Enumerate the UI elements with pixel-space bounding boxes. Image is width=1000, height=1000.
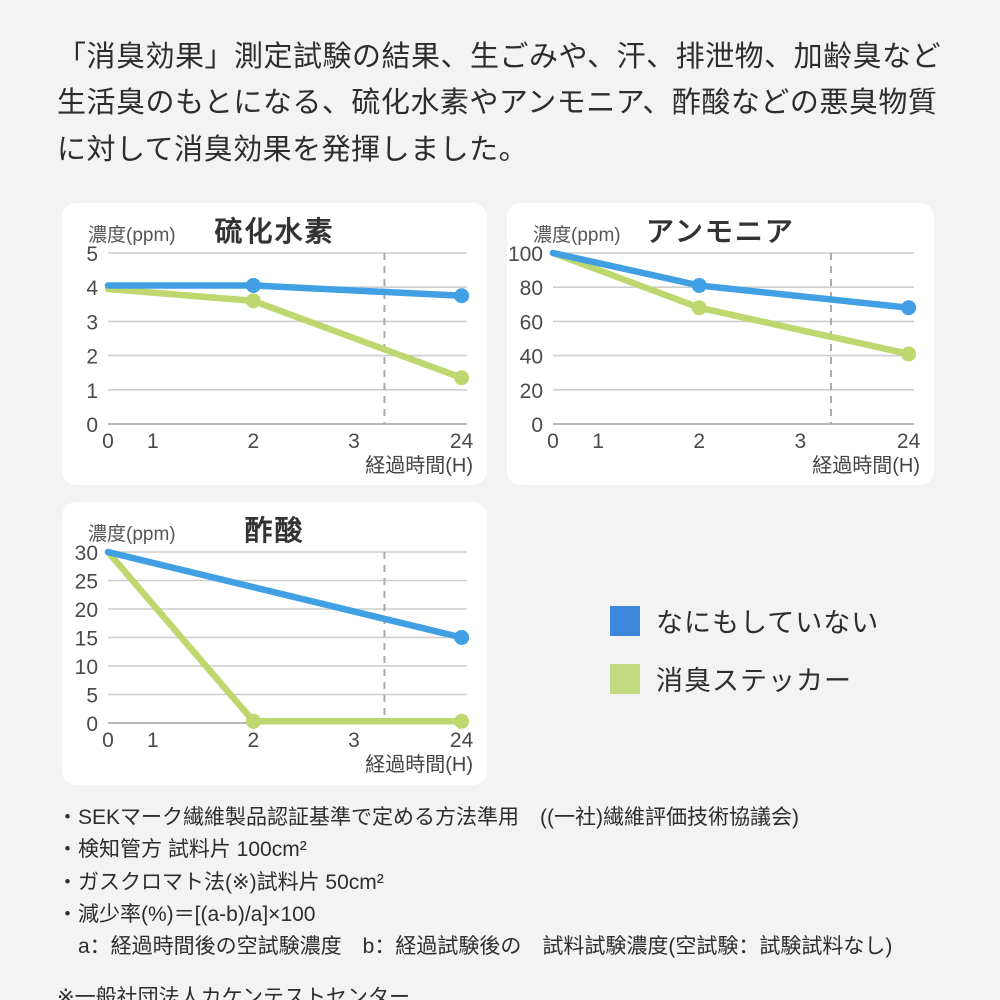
svg-text:0: 0: [531, 414, 543, 437]
svg-text:24: 24: [897, 430, 921, 453]
intro-text: 「消臭効果」測定試験の結果、生ごみや、汗、排泄物、加齢臭など生活臭のもとになる、…: [57, 41, 942, 166]
svg-text:経過時間(H): 経過時間(H): [365, 454, 473, 477]
svg-text:0: 0: [86, 414, 98, 437]
svg-text:80: 80: [520, 277, 543, 300]
chart-panel-ammonia: 濃度(ppm) アンモニア 0 20 40 60 80 100 0 1 2 3 24 経過時間(H): [507, 203, 934, 485]
svg-text:30: 30: [75, 542, 98, 565]
legend-swatch-green: [610, 663, 640, 694]
svg-text:100: 100: [508, 243, 543, 266]
svg-text:2: 2: [693, 430, 705, 453]
chart-header: 濃度(ppm) 酢酸: [62, 502, 487, 546]
svg-text:10: 10: [75, 656, 98, 679]
svg-text:15: 15: [75, 628, 98, 651]
chart-title-ammonia: アンモニア: [646, 216, 795, 247]
footnote-source: ※一般社団法人カケンテストセンター: [57, 986, 410, 1000]
svg-text:1: 1: [147, 729, 159, 752]
svg-text:2: 2: [248, 430, 260, 453]
svg-text:0: 0: [102, 430, 114, 453]
footnote-line: ・検知管方 試料片 100cm²: [57, 838, 307, 862]
svg-text:5: 5: [86, 243, 98, 266]
legend-label-untreated: なにもしていない: [656, 608, 880, 638]
svg-text:24: 24: [450, 729, 474, 752]
chart-legend: なにもしていない 消臭ステッカー: [610, 601, 879, 717]
svg-text:2: 2: [86, 346, 98, 369]
svg-text:1: 1: [147, 430, 159, 453]
svg-text:2: 2: [248, 729, 260, 752]
svg-text:0: 0: [86, 713, 98, 736]
footnotes: ・SEKマーク繊維製品認証基準で定める方法準用 ((一社)繊維評価技術協議会) …: [57, 804, 892, 1000]
svg-text:経過時間(H): 経過時間(H): [812, 454, 920, 477]
footnote-line: ・SEKマーク繊維製品認証基準で定める方法準用 ((一社)繊維評価技術協議会): [57, 806, 799, 829]
svg-text:1: 1: [592, 430, 604, 453]
chart-title-acetic-acid: 酢酸: [244, 515, 305, 546]
svg-text:20: 20: [520, 380, 543, 403]
svg-text:24: 24: [450, 430, 474, 453]
footnote-line: ・ガスクロマト法(※)試料片 50cm²: [57, 870, 384, 894]
svg-text:3: 3: [348, 430, 360, 453]
svg-text:0: 0: [102, 729, 114, 752]
legend-item-deodorant-sticker: 消臭ステッカー: [610, 659, 879, 698]
footnote-line: ・減少率(%)＝[(a-b)/a]×100: [57, 902, 316, 926]
footnote-line: a：経過時間後の空試験濃度 b：経過試験後の 試料試験濃度(空試験：試験試料なし…: [57, 935, 893, 959]
svg-text:60: 60: [520, 311, 543, 334]
chart-header: 濃度(ppm) 硫化水素: [62, 203, 487, 247]
svg-text:25: 25: [75, 571, 98, 594]
svg-text:3: 3: [794, 430, 806, 453]
legend-label-deodorant-sticker: 消臭ステッカー: [656, 666, 852, 696]
svg-text:1: 1: [86, 380, 98, 403]
svg-text:3: 3: [86, 311, 98, 334]
svg-text:20: 20: [75, 599, 98, 622]
y-axis-unit-label: 濃度(ppm): [88, 524, 176, 545]
legend-swatch-blue: [610, 605, 640, 636]
y-axis-unit-label: 濃度(ppm): [533, 225, 621, 246]
svg-text:4: 4: [86, 277, 98, 300]
legend-item-untreated: なにもしていない: [610, 601, 879, 640]
chart-panel-hydrogen-sulfide: 濃度(ppm) 硫化水素 0 1 2 3 4 5 0 1 2 3 24 経過時間(H): [62, 203, 487, 485]
svg-text:5: 5: [86, 685, 98, 708]
chart-panel-acetic-acid: 濃度(ppm) 酢酸 0 5 10 15 20 25 30 0 1 2 3 24 経過時間(H): [62, 502, 487, 785]
y-axis-unit-label: 濃度(ppm): [88, 225, 176, 246]
svg-text:3: 3: [348, 729, 360, 752]
svg-text:0: 0: [547, 430, 559, 453]
svg-text:経過時間(H): 経過時間(H): [365, 753, 473, 776]
svg-text:40: 40: [520, 346, 543, 369]
chart-title-hydrogen-sulfide: 硫化水素: [214, 216, 335, 247]
chart-header: 濃度(ppm) アンモニア: [507, 203, 934, 247]
